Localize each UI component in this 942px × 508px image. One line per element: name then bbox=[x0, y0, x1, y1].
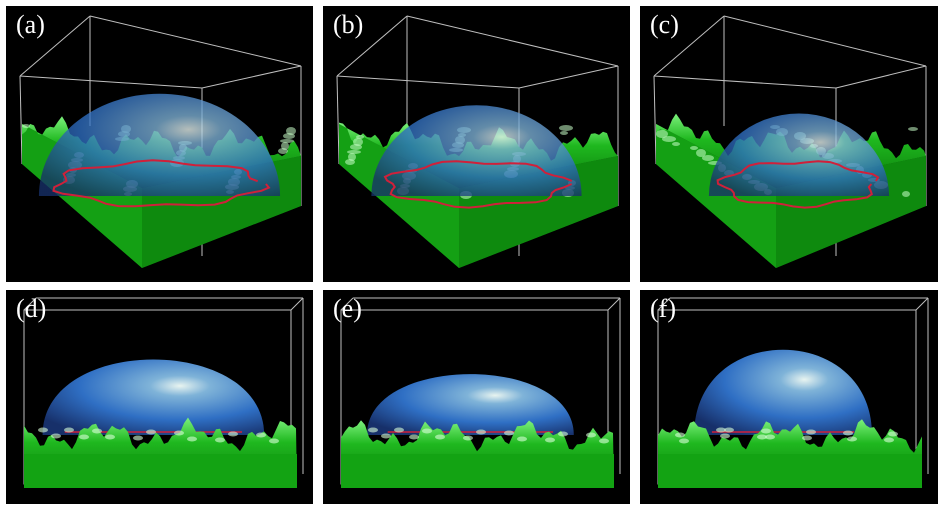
panel-e: (e) bbox=[323, 290, 630, 504]
rough-surface bbox=[658, 419, 922, 488]
droplet bbox=[366, 374, 574, 435]
contact-line bbox=[52, 159, 271, 208]
panel-f: (f) bbox=[640, 290, 938, 504]
panel-a: (a) bbox=[6, 6, 313, 282]
panel-f-render bbox=[657, 297, 929, 488]
contact-line bbox=[716, 160, 880, 209]
contact-line bbox=[383, 160, 573, 209]
panel-c: (c) bbox=[640, 6, 938, 282]
panel-c-render bbox=[653, 15, 927, 268]
panel-d-render bbox=[23, 297, 304, 488]
panel-d-label: (d) bbox=[16, 294, 47, 323]
panel-a-render bbox=[19, 15, 302, 268]
droplet bbox=[371, 105, 582, 209]
panel-b-render bbox=[336, 15, 619, 268]
droplet bbox=[694, 349, 872, 435]
droplet bbox=[42, 359, 265, 435]
panel-a-label: (a) bbox=[16, 10, 45, 39]
droplet bbox=[38, 93, 281, 208]
rough-surface bbox=[341, 420, 614, 488]
panel-b: (b) bbox=[323, 6, 630, 282]
panel-c-label: (c) bbox=[650, 10, 679, 39]
panel-f-label: (f) bbox=[650, 294, 676, 323]
panel-e-render bbox=[340, 297, 621, 488]
panel-e-label: (e) bbox=[333, 294, 362, 323]
panel-d: (d) bbox=[6, 290, 313, 504]
panel-b-label: (b) bbox=[333, 10, 364, 39]
rough-surface bbox=[24, 417, 297, 488]
droplet bbox=[708, 113, 890, 209]
